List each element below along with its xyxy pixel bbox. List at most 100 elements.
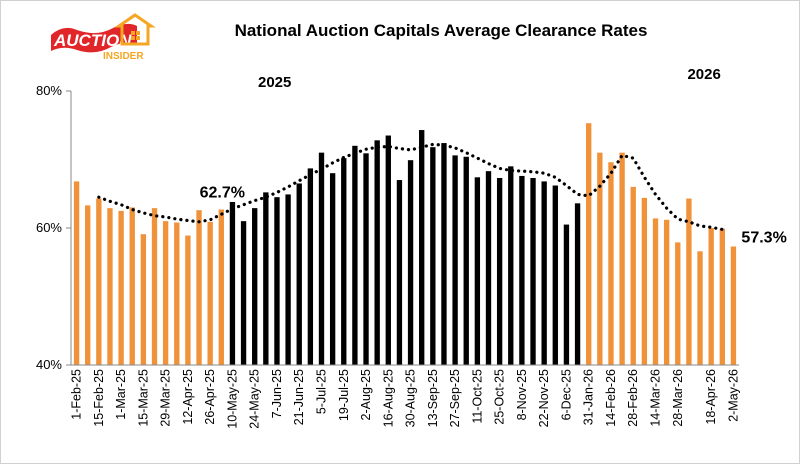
bar bbox=[185, 235, 191, 365]
bar bbox=[552, 185, 558, 365]
bar bbox=[252, 208, 258, 365]
callout-62-7: 62.7% bbox=[200, 185, 245, 202]
bar bbox=[274, 197, 280, 365]
x-tick-label: 21-Jun-25 bbox=[292, 369, 306, 425]
x-tick-label: 30-Aug-25 bbox=[404, 369, 418, 427]
x-tick-label: 28-Mar-26 bbox=[671, 369, 685, 427]
bar bbox=[229, 201, 236, 365]
x-tick-label: 11-Oct-25 bbox=[470, 369, 484, 424]
bar bbox=[563, 224, 570, 365]
x-tick-label: 15-Feb-25 bbox=[92, 369, 106, 427]
bar bbox=[218, 209, 224, 365]
bar bbox=[407, 160, 414, 365]
x-tick-label: 26-Apr-25 bbox=[203, 369, 217, 425]
bar bbox=[508, 166, 514, 365]
bar bbox=[597, 152, 603, 365]
x-tick-label: 8-Nov-25 bbox=[515, 369, 529, 420]
x-tick-label: 22-Nov-25 bbox=[537, 369, 551, 427]
bar bbox=[541, 181, 547, 365]
auction-insider-logo: AUCTION INSIDER bbox=[51, 13, 156, 62]
year-label-2025: 2025 bbox=[258, 74, 291, 91]
bar bbox=[240, 221, 247, 365]
x-tick-label: 6-Dec-25 bbox=[559, 369, 573, 420]
y-tick-label: 40% bbox=[36, 357, 62, 372]
bar bbox=[730, 246, 737, 365]
bar bbox=[174, 222, 180, 365]
bar bbox=[608, 162, 614, 365]
y-tick-label: 60% bbox=[36, 220, 62, 235]
x-tick-label: 12-Apr-25 bbox=[181, 369, 195, 425]
x-tick-label: 27-Sep-25 bbox=[448, 369, 462, 427]
bar bbox=[419, 130, 425, 365]
x-tick-label: 18-Apr-26 bbox=[704, 369, 718, 425]
x-tick-label: 28-Feb-26 bbox=[626, 369, 640, 427]
x-tick-label: 1-Feb-25 bbox=[70, 369, 84, 420]
logo-text-insider: INSIDER bbox=[103, 51, 144, 62]
x-tick-label: 7-Jun-25 bbox=[270, 369, 284, 418]
bar bbox=[329, 173, 336, 365]
x-tick-label: 24-May-25 bbox=[248, 369, 262, 429]
bar bbox=[140, 234, 147, 365]
bar bbox=[496, 177, 503, 365]
bar bbox=[697, 251, 703, 365]
bar bbox=[519, 175, 525, 365]
bar bbox=[107, 208, 113, 365]
x-tick-label: 13-Sep-25 bbox=[426, 369, 440, 427]
bar bbox=[474, 177, 481, 365]
bar bbox=[641, 197, 648, 365]
bar bbox=[430, 147, 436, 365]
bar bbox=[574, 203, 581, 365]
bar bbox=[151, 208, 158, 365]
bar bbox=[385, 135, 391, 365]
bar bbox=[686, 198, 692, 365]
bar bbox=[463, 156, 469, 365]
bar bbox=[663, 219, 670, 365]
x-tick-label: 2-May-26 bbox=[726, 369, 740, 422]
bar bbox=[652, 218, 659, 365]
x-tick-label: 25-Oct-25 bbox=[493, 369, 507, 425]
callout-57-3: 57.3% bbox=[741, 229, 786, 246]
bar bbox=[619, 152, 625, 365]
bar bbox=[719, 228, 725, 365]
x-tick-label: 2-Aug-25 bbox=[359, 369, 373, 420]
bar bbox=[341, 158, 347, 365]
bar bbox=[452, 155, 458, 365]
x-tick-label: 10-May-25 bbox=[225, 369, 239, 429]
bar bbox=[129, 207, 135, 365]
bar bbox=[441, 143, 447, 365]
bar bbox=[307, 168, 314, 365]
bar bbox=[396, 180, 403, 365]
bar bbox=[296, 183, 302, 365]
bar bbox=[73, 181, 80, 365]
bar bbox=[196, 210, 202, 365]
bar bbox=[285, 194, 291, 365]
bar bbox=[96, 198, 102, 365]
logo-text-auction: AUCTION bbox=[53, 31, 132, 50]
x-tick-label: 16-Aug-25 bbox=[381, 369, 395, 427]
bar bbox=[675, 242, 681, 365]
x-tick-label: 14-Mar-26 bbox=[649, 369, 663, 427]
bar bbox=[374, 140, 380, 365]
bar bbox=[85, 205, 91, 365]
bar bbox=[530, 177, 536, 365]
x-tick-label: 31-Jan-26 bbox=[582, 369, 596, 425]
bar bbox=[162, 221, 169, 365]
trend-line bbox=[97, 142, 724, 231]
x-tick-label: 14-Feb-26 bbox=[604, 369, 618, 427]
year-label-2026: 2026 bbox=[687, 66, 720, 83]
x-tick-label: 15-Mar-25 bbox=[136, 369, 150, 427]
y-tick-label: 80% bbox=[36, 83, 62, 98]
bar bbox=[263, 192, 269, 365]
bar bbox=[352, 145, 358, 365]
bar bbox=[708, 228, 714, 365]
x-tick-label: 5-Jul-25 bbox=[315, 369, 329, 414]
x-tick-label: 19-Jul-25 bbox=[337, 369, 351, 421]
bar bbox=[630, 186, 636, 365]
bar bbox=[318, 152, 325, 365]
bar bbox=[485, 171, 492, 365]
x-tick-label: 1-Mar-25 bbox=[114, 369, 128, 420]
bar bbox=[118, 210, 124, 365]
bar bbox=[586, 123, 592, 365]
